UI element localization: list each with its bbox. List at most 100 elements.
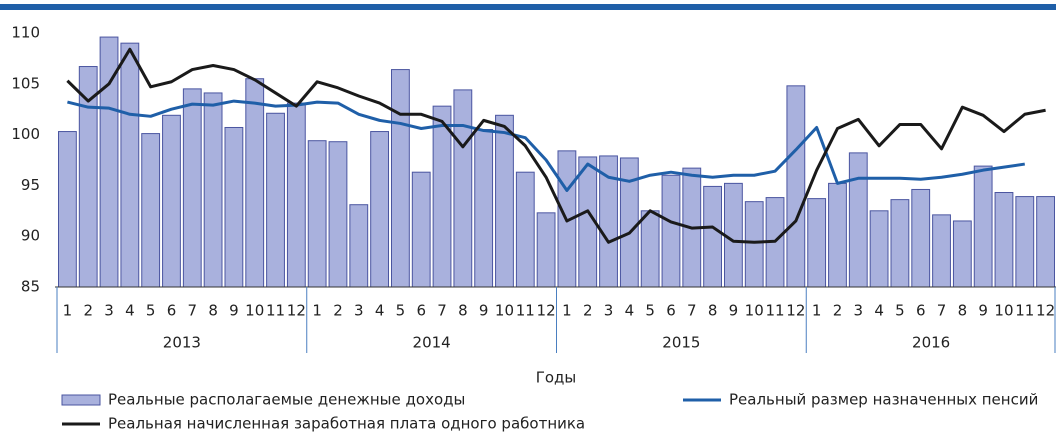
x-tick-label: 9 — [229, 302, 239, 320]
x-tick-label: 4 — [625, 302, 635, 320]
bar — [203, 92, 223, 288]
x-tick-label: 2 — [583, 302, 593, 320]
bar — [994, 192, 1014, 288]
x-tick-label: 12 — [287, 302, 306, 320]
bar — [515, 171, 535, 288]
x-tick-label: 8 — [458, 302, 468, 320]
bar — [952, 220, 972, 288]
y-tick-label: 95 — [21, 176, 40, 194]
y-tick-label: 100 — [11, 125, 40, 143]
x-tick-label: 11 — [1015, 302, 1034, 320]
x-tick-label: 6 — [916, 302, 926, 320]
bar — [474, 129, 494, 288]
x-tick-label: 9 — [729, 302, 739, 320]
bar — [453, 89, 473, 288]
legend-label: Реальные располагаемые денежные доходы — [108, 391, 465, 409]
x-tick-label: 10 — [495, 302, 514, 320]
bar — [828, 182, 847, 288]
bar — [1015, 196, 1035, 288]
bar — [536, 212, 556, 288]
top-rule — [0, 4, 1056, 10]
bar — [58, 131, 77, 288]
x-tick-label: 2 — [833, 302, 843, 320]
bar — [224, 126, 244, 288]
x-tick-label: 4 — [874, 302, 884, 320]
x-tick-label: 3 — [104, 302, 114, 320]
x-tick-label: 11 — [516, 302, 535, 320]
bar — [432, 105, 452, 288]
bar — [1036, 196, 1055, 288]
x-tick-label: 8 — [958, 302, 968, 320]
bar — [661, 174, 681, 288]
bar — [328, 141, 348, 288]
x-tick-label: 5 — [396, 302, 406, 320]
bar — [807, 198, 827, 288]
x-tick-label: 5 — [645, 302, 655, 320]
x-tick-label: 10 — [745, 302, 764, 320]
x-tick-label: 12 — [1036, 302, 1055, 320]
x-tick-label: 2 — [83, 302, 93, 320]
x-tick-label: 5 — [146, 302, 156, 320]
year-label: 2013 — [163, 334, 201, 352]
y-tick-label: 90 — [21, 227, 40, 245]
bar — [391, 69, 410, 288]
x-tick-label: 4 — [125, 302, 135, 320]
y-tick-label: 105 — [11, 74, 40, 92]
x-tick-label: 6 — [666, 302, 676, 320]
bar — [973, 165, 993, 288]
bar — [266, 112, 285, 288]
x-tick-label: 8 — [708, 302, 718, 320]
x-tick-label: 12 — [537, 302, 556, 320]
bar — [640, 210, 660, 288]
x-tick-label: 3 — [604, 302, 614, 320]
x-tick-label: 6 — [167, 302, 177, 320]
bar — [307, 140, 327, 288]
bar — [703, 185, 722, 288]
bar — [495, 114, 514, 288]
year-label: 2016 — [912, 334, 950, 352]
bar — [619, 157, 639, 288]
bar — [786, 85, 806, 288]
x-tick-label: 3 — [854, 302, 864, 320]
x-tick-label: 1 — [63, 302, 73, 320]
x-tick-label: 3 — [354, 302, 364, 320]
legend-label: Реальная начисленная заработная плата од… — [108, 415, 585, 433]
x-tick-label: 7 — [687, 302, 697, 320]
year-label: 2014 — [413, 334, 451, 352]
bar — [370, 131, 389, 288]
bar — [120, 42, 140, 288]
bar — [411, 171, 431, 288]
x-tick-label: 4 — [375, 302, 385, 320]
x-tick-label: 7 — [437, 302, 447, 320]
bar — [141, 133, 161, 288]
x-tick-label: 1 — [312, 302, 322, 320]
line-series — [67, 99, 1025, 192]
bar — [182, 88, 202, 288]
bar — [890, 199, 910, 288]
x-tick-label: 11 — [266, 302, 285, 320]
bar — [848, 152, 868, 288]
y-tick-label: 110 — [11, 24, 40, 42]
x-tick-label: 9 — [479, 302, 489, 320]
legend-swatch — [61, 394, 101, 406]
x-tick-label: 6 — [416, 302, 426, 320]
bar — [245, 78, 265, 288]
x-tick-label: 5 — [895, 302, 905, 320]
x-tick-label: 1 — [562, 302, 572, 320]
x-tick-label: 10 — [245, 302, 264, 320]
bar — [286, 102, 306, 288]
x-axis-label: Годы — [536, 369, 577, 387]
x-tick-label: 1 — [812, 302, 822, 320]
bar — [744, 201, 764, 288]
x-tick-label: 2 — [333, 302, 343, 320]
x-tick-label: 7 — [937, 302, 947, 320]
bar — [349, 204, 369, 288]
year-label: 2015 — [662, 334, 700, 352]
x-tick-label: 10 — [994, 302, 1013, 320]
y-tick-label: 85 — [21, 278, 40, 296]
x-tick-label: 12 — [786, 302, 805, 320]
bar — [911, 188, 931, 288]
bar — [869, 210, 889, 288]
bar — [932, 214, 951, 288]
